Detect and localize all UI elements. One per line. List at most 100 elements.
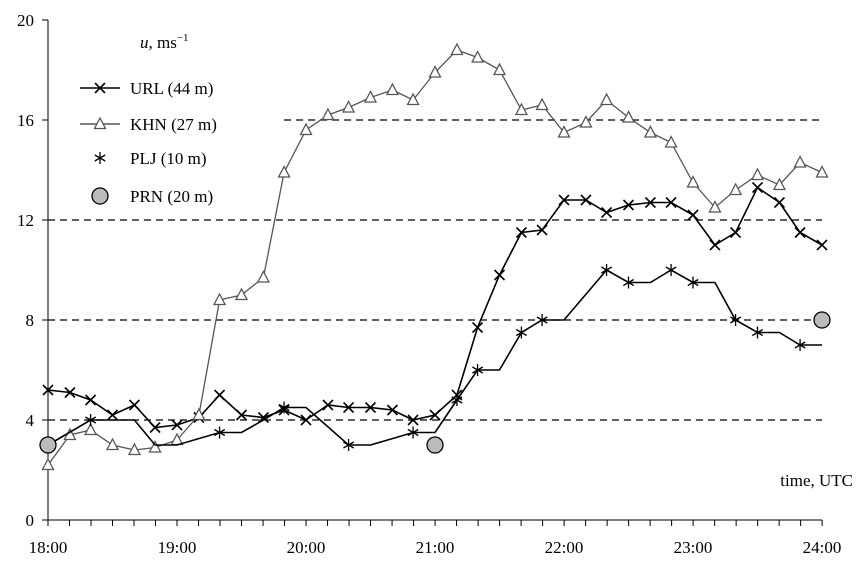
y-tick-label: 16 [17,111,34,130]
x-tick-label: 18:00 [29,538,68,557]
data-point-url [149,421,161,434]
legend-swatch-marker [91,187,109,205]
data-point-plj [665,264,677,276]
data-point-khn [599,92,614,106]
marker-stroke [515,328,527,337]
marker-shape [428,65,442,78]
legend: URL (44 m) KHN (27 m) PLJ (10 m) PRN (20 m) [80,79,217,206]
marker-stroke [751,181,764,194]
marker-stroke [171,419,183,431]
marker-stroke [601,206,613,219]
marker-stroke [343,401,355,414]
data-point-plj [794,339,806,351]
marker-shape [686,175,700,188]
marker-shape [813,311,831,329]
marker-shape [234,287,249,301]
data-point-url [343,401,355,414]
ticks: 0 4 8 12 16 20 18:00 19:00 20:00 21:00 22:00 23:00 2… [17,11,841,557]
marker-stroke [687,278,699,287]
y-axis-unit-exponent: −1 [177,32,189,44]
data-point-url [106,409,119,421]
data-point-khn [621,110,636,123]
marker-stroke [773,196,785,209]
data-point-url [816,239,828,251]
legend-label: KHN (27 m) [130,115,217,134]
marker-stroke [64,386,76,399]
data-point-url [64,386,76,399]
marker-stroke [472,366,484,374]
data-point-url [364,401,377,414]
data-point-url [171,419,183,431]
data-point-khn [579,115,593,128]
marker-stroke [580,194,592,206]
marker-shape [385,82,400,96]
marker-stroke [214,389,226,401]
data-point-khn [728,182,743,196]
marker-stroke [558,194,570,206]
data-point-plj [278,401,290,414]
series-line-khn [47,49,823,466]
legend-label: PLJ (10 m) [130,149,207,168]
data-point-khn [41,457,55,471]
data-point-url [472,321,484,334]
marker-stroke [665,266,677,274]
marker-shape [299,122,313,136]
marker-shape [363,90,378,103]
marker-stroke [451,396,463,404]
y-tick-label: 8 [26,311,35,330]
data-point-khn [234,287,249,301]
legend-item-plj: PLJ (10 m) [94,149,207,168]
marker-shape [148,440,162,453]
data-point-khn [148,440,162,453]
data-point-khn [83,422,98,436]
marker-shape [41,457,55,471]
marker-shape [450,42,464,56]
data-point-url [558,194,570,206]
legend-swatch-marker [94,152,106,164]
data-point-plj [451,394,463,406]
data-point-url [751,181,764,194]
data-point-prn [39,436,57,454]
marker-stroke [94,82,106,94]
data-point-url [257,411,269,424]
marker-stroke [407,414,419,426]
y-tick-label: 20 [17,11,34,30]
legend-item-khn: KHN (27 m) [80,115,217,134]
marker-shape [728,182,743,196]
marker-shape [708,200,722,213]
data-point-url [386,404,398,416]
data-point-khn [406,92,420,106]
marker-stroke [493,269,506,281]
marker-stroke [751,328,764,337]
data-point-url [322,399,334,411]
data-point-url [85,394,97,406]
marker-shape [557,125,571,138]
marker-shape [83,422,98,436]
marker-stroke [794,226,806,239]
marker-stroke [816,239,828,251]
legend-item-prn: PRN (20 m) [91,187,213,206]
marker-stroke [536,316,548,324]
series-line-url [47,186,823,429]
series-khn [41,42,829,471]
marker-shape [514,102,529,116]
data-point-url [214,389,226,401]
data-point-khn [127,442,142,456]
data-point-khn [492,62,507,76]
legend-swatch-marker [94,82,106,94]
data-point-prn [426,436,444,454]
marker-stroke [622,278,635,287]
marker-stroke [687,209,699,221]
data-point-khn [341,100,356,113]
data-point-url [536,224,548,236]
x-tick-label: 19:00 [158,538,197,557]
data-point-khn [470,50,485,63]
data-point-khn [363,90,378,103]
x-tick-label: 21:00 [416,538,455,557]
data-point-khn [256,270,271,283]
marker-stroke [644,196,656,209]
marker-shape [426,436,444,454]
marker-stroke [407,428,419,437]
marker-stroke [235,409,248,421]
data-point-url [709,239,721,251]
